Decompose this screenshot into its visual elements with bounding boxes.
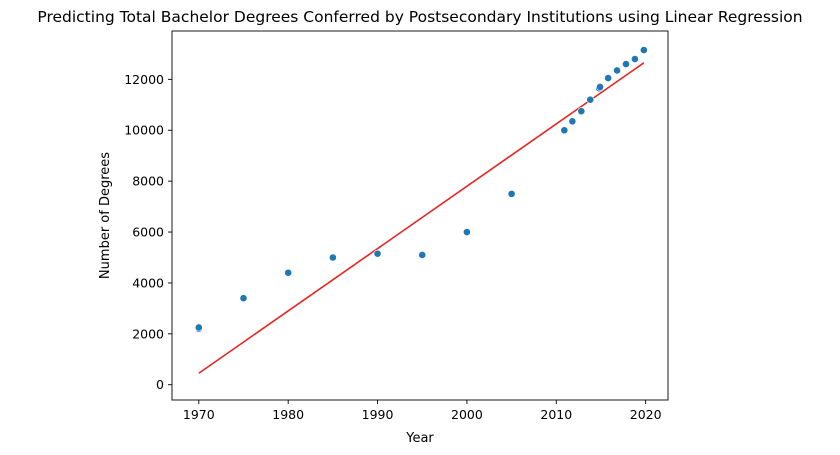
x-tick-label: 1970 <box>183 407 215 422</box>
chart-title: Predicting Total Bachelor Degrees Confer… <box>37 8 802 26</box>
x-tick-label: 2010 <box>540 407 572 422</box>
data-point <box>577 107 586 116</box>
plot-area: 1970 1980 1990 2000 2010 2020 0 2000 4000 6000 800… <box>124 30 669 422</box>
data-point <box>463 228 471 236</box>
data-point <box>507 189 516 198</box>
data-point <box>596 83 604 91</box>
y-axis-label: Number of Degrees <box>98 152 113 279</box>
y-tick-label: 12000 <box>124 72 164 87</box>
x-axis-label: Year <box>405 431 434 446</box>
data-point <box>622 60 630 68</box>
data-point <box>373 249 382 258</box>
x-tick-label: 2000 <box>451 407 483 422</box>
y-tick-label: 8000 <box>132 174 164 189</box>
y-tick-label: 2000 <box>132 326 164 341</box>
regression-line <box>198 62 645 374</box>
data-point <box>328 253 337 262</box>
data-point <box>604 74 613 82</box>
x-tick-label: 1980 <box>272 407 304 422</box>
data-point <box>560 126 569 135</box>
data-point <box>639 46 648 54</box>
data-point <box>586 95 595 104</box>
x-tick-label: 2020 <box>630 407 662 422</box>
data-point <box>631 55 639 63</box>
y-tick-label: 4000 <box>132 275 164 290</box>
data-point <box>568 117 577 126</box>
data-point <box>284 268 293 277</box>
y-tick-label: 0 <box>156 377 164 392</box>
y-tick-label: 6000 <box>132 225 164 240</box>
x-tick-label: 1990 <box>362 407 394 422</box>
plot-frame <box>171 30 669 401</box>
y-tick-label: 10000 <box>124 123 164 138</box>
data-point <box>239 294 248 303</box>
data-point <box>613 66 621 75</box>
data-point <box>418 251 427 259</box>
data-point <box>194 323 203 332</box>
